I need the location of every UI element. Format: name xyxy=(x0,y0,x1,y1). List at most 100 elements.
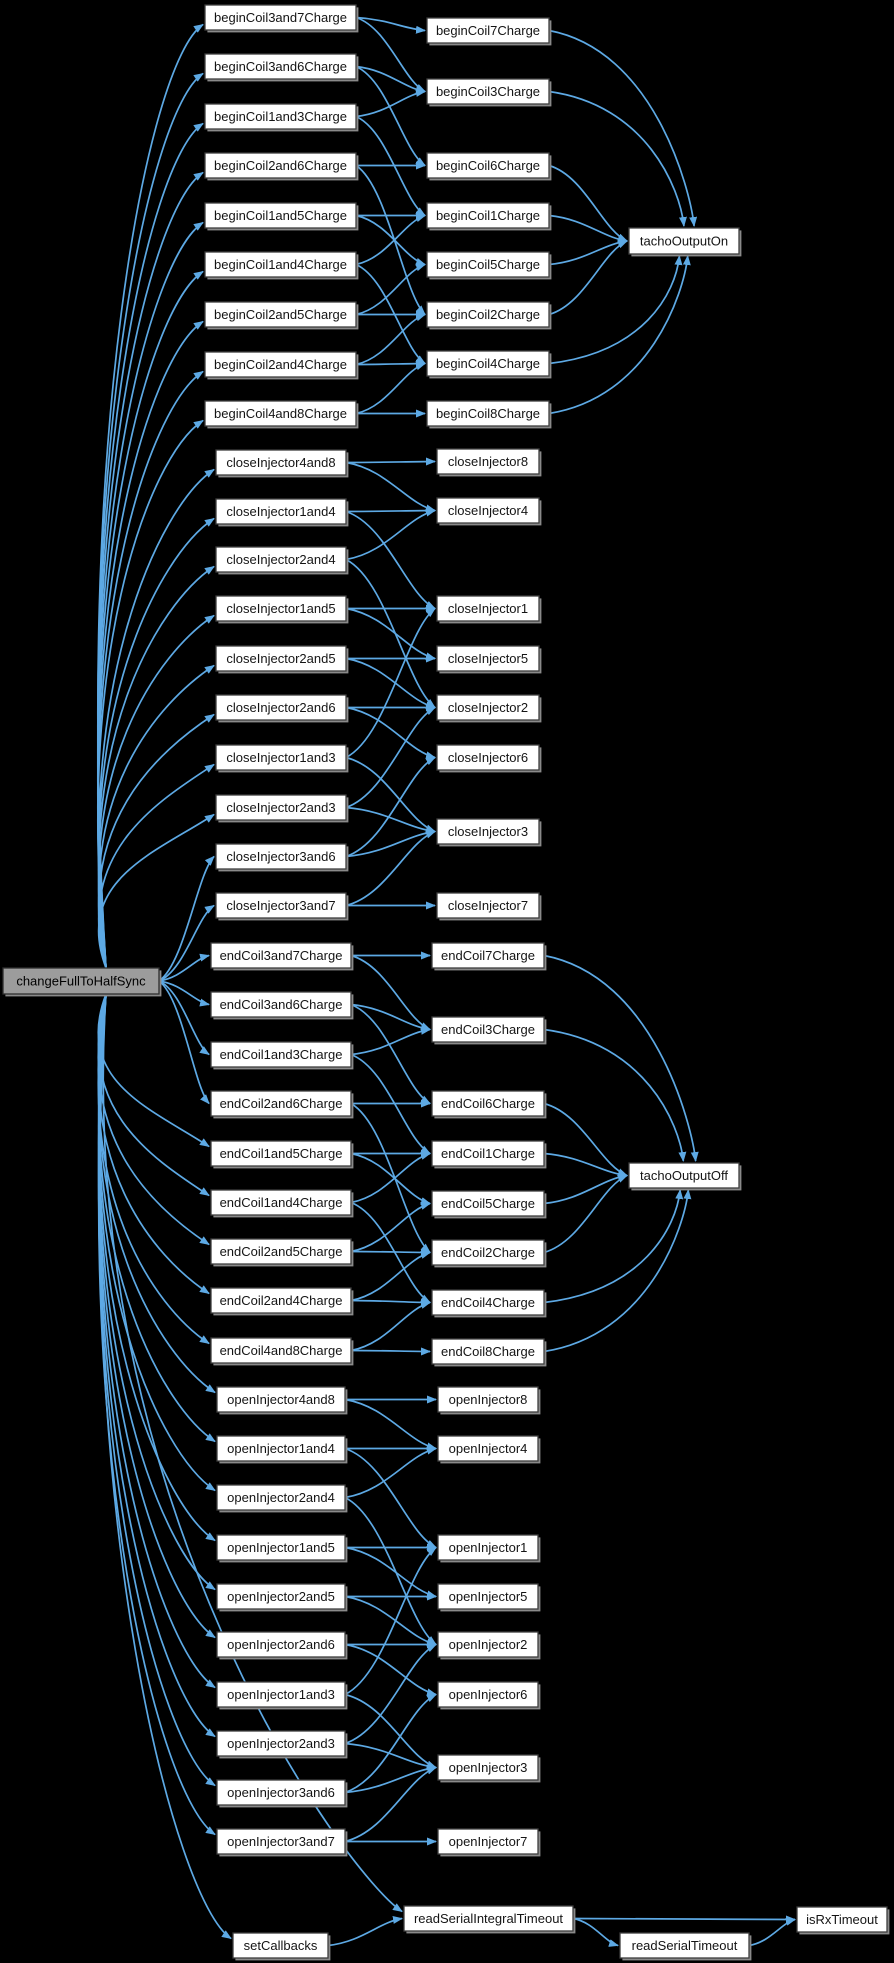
call-edge-endCoil5Charge-to-tachoOutputOff xyxy=(543,1172,628,1205)
call-edge-openInjector1and5-to-openInjector5 xyxy=(344,1546,437,1599)
node-closeInjector2and4[interactable]: closeInjector2and4 xyxy=(215,546,349,575)
node-beginCoil4Charge[interactable]: beginCoil4Charge xyxy=(426,350,552,379)
node-endCoil2and6Charge[interactable]: endCoil2and6Charge xyxy=(210,1090,354,1119)
node-closeInjector6[interactable]: closeInjector6 xyxy=(436,744,542,773)
node-openInjector2and5[interactable]: openInjector2and5 xyxy=(216,1583,348,1612)
call-edge-closeInjector2and3-to-closeInjector3 xyxy=(345,806,436,835)
node-openInjector1and4[interactable]: openInjector1and4 xyxy=(216,1435,348,1464)
call-edge-changeFullToHalfSync-to-closeInjector2and3 xyxy=(98,813,215,969)
node-tachoOutputOff[interactable]: tachoOutputOff xyxy=(628,1162,742,1191)
node-beginCoil4and8Charge[interactable]: beginCoil4and8Charge xyxy=(204,400,359,429)
node-closeInjector3[interactable]: closeInjector3 xyxy=(436,818,542,847)
node-changeFullToHalfSync[interactable]: changeFullToHalfSync xyxy=(2,967,162,997)
node-openInjector4[interactable]: openInjector4 xyxy=(437,1435,541,1464)
node-closeInjector8[interactable]: closeInjector8 xyxy=(436,448,542,477)
node-endCoil2and5Charge[interactable]: endCoil2and5Charge xyxy=(210,1238,354,1267)
node-beginCoil1Charge[interactable]: beginCoil1Charge xyxy=(426,202,552,231)
node-box xyxy=(204,251,357,278)
node-beginCoil2Charge[interactable]: beginCoil2Charge xyxy=(426,301,552,330)
node-openInjector7[interactable]: openInjector7 xyxy=(437,1828,541,1857)
node-box xyxy=(436,694,540,721)
node-closeInjector4[interactable]: closeInjector4 xyxy=(436,497,542,526)
node-beginCoil8Charge[interactable]: beginCoil8Charge xyxy=(426,400,552,429)
node-readSerialTimeout[interactable]: readSerialTimeout xyxy=(619,1932,752,1961)
node-openInjector2and6[interactable]: openInjector2and6 xyxy=(216,1631,348,1660)
node-endCoil1and4Charge[interactable]: endCoil1and4Charge xyxy=(210,1189,354,1218)
node-endCoil3and6Charge[interactable]: endCoil3and6Charge xyxy=(210,991,354,1020)
node-beginCoil2and4Charge[interactable]: beginCoil2and4Charge xyxy=(204,351,359,380)
node-endCoil1and3Charge[interactable]: endCoil1and3Charge xyxy=(210,1041,354,1070)
node-endCoil6Charge[interactable]: endCoil6Charge xyxy=(431,1090,547,1119)
node-openInjector2and4[interactable]: openInjector2and4 xyxy=(216,1484,348,1513)
node-box xyxy=(431,1239,545,1266)
node-beginCoil3Charge[interactable]: beginCoil3Charge xyxy=(426,78,552,107)
node-endCoil4Charge[interactable]: endCoil4Charge xyxy=(431,1289,547,1318)
node-closeInjector3and7[interactable]: closeInjector3and7 xyxy=(215,892,349,921)
node-box xyxy=(431,1140,545,1167)
node-beginCoil7Charge[interactable]: beginCoil7Charge xyxy=(426,17,552,46)
node-closeInjector1and5[interactable]: closeInjector1and5 xyxy=(215,595,349,624)
call-edge-changeFullToHalfSync-to-endCoil3and6Charge xyxy=(158,980,210,1007)
node-endCoil2Charge[interactable]: endCoil2Charge xyxy=(431,1239,547,1268)
node-closeInjector1and4[interactable]: closeInjector1and4 xyxy=(215,498,349,527)
node-box xyxy=(215,449,347,476)
node-closeInjector3and6[interactable]: closeInjector3and6 xyxy=(215,843,349,872)
node-endCoil3and7Charge[interactable]: endCoil3and7Charge xyxy=(210,942,354,971)
node-beginCoil2and5Charge[interactable]: beginCoil2and5Charge xyxy=(204,301,359,330)
call-edge-changeFullToHalfSync-to-closeInjector2and5 xyxy=(97,664,215,969)
node-openInjector1and3[interactable]: openInjector1and3 xyxy=(216,1681,348,1710)
node-beginCoil6Charge[interactable]: beginCoil6Charge xyxy=(426,152,552,181)
node-closeInjector2and3[interactable]: closeInjector2and3 xyxy=(215,794,349,823)
node-beginCoil1and4Charge[interactable]: beginCoil1and4Charge xyxy=(204,251,359,280)
call-edge-beginCoil4and8Charge-to-beginCoil4Charge xyxy=(355,362,426,415)
node-beginCoil1and5Charge[interactable]: beginCoil1and5Charge xyxy=(204,202,359,231)
node-closeInjector2and6[interactable]: closeInjector2and6 xyxy=(215,694,349,723)
node-closeInjector5[interactable]: closeInjector5 xyxy=(436,645,542,674)
node-openInjector2[interactable]: openInjector2 xyxy=(437,1631,541,1660)
call-edge-changeFullToHalfSync-to-closeInjector3and7 xyxy=(158,904,215,982)
node-openInjector5[interactable]: openInjector5 xyxy=(437,1583,541,1612)
node-endCoil4and8Charge[interactable]: endCoil4and8Charge xyxy=(210,1337,354,1366)
node-openInjector8[interactable]: openInjector8 xyxy=(437,1386,541,1415)
node-closeInjector2[interactable]: closeInjector2 xyxy=(436,694,542,723)
node-openInjector6[interactable]: openInjector6 xyxy=(437,1681,541,1710)
node-readSerialIntegralTimeout[interactable]: readSerialIntegralTimeout xyxy=(403,1905,576,1934)
node-beginCoil3and7Charge[interactable]: beginCoil3and7Charge xyxy=(204,4,359,33)
node-openInjector3and6[interactable]: openInjector3and6 xyxy=(216,1779,348,1808)
node-endCoil5Charge[interactable]: endCoil5Charge xyxy=(431,1190,547,1219)
call-edge-changeFullToHalfSync-to-closeInjector1and3 xyxy=(97,763,215,969)
call-edge-closeInjector3and6-to-closeInjector3 xyxy=(345,828,436,858)
node-endCoil3Charge[interactable]: endCoil3Charge xyxy=(431,1016,547,1045)
node-box xyxy=(215,843,347,870)
node-box xyxy=(204,152,357,179)
node-endCoil2and4Charge[interactable]: endCoil2and4Charge xyxy=(210,1287,354,1316)
node-closeInjector4and8[interactable]: closeInjector4and8 xyxy=(215,449,349,478)
node-beginCoil5Charge[interactable]: beginCoil5Charge xyxy=(426,251,552,280)
node-endCoil1and5Charge[interactable]: endCoil1and5Charge xyxy=(210,1140,354,1169)
node-closeInjector2and5[interactable]: closeInjector2and5 xyxy=(215,645,349,674)
node-openInjector2and3[interactable]: openInjector2and3 xyxy=(216,1730,348,1759)
node-isRxTimeout[interactable]: isRxTimeout xyxy=(796,1906,890,1935)
node-openInjector1and5[interactable]: openInjector1and5 xyxy=(216,1534,348,1563)
node-closeInjector1[interactable]: closeInjector1 xyxy=(436,595,542,624)
node-box xyxy=(436,744,540,771)
call-edge-closeInjector1and4-to-closeInjector1 xyxy=(345,510,436,610)
node-box xyxy=(210,1238,352,1265)
node-closeInjector1and3[interactable]: closeInjector1and3 xyxy=(215,744,349,773)
node-openInjector1[interactable]: openInjector1 xyxy=(437,1534,541,1563)
node-beginCoil1and3Charge[interactable]: beginCoil1and3Charge xyxy=(204,103,359,132)
call-edge-endCoil3and7Charge-to-endCoil3Charge xyxy=(350,954,431,1031)
node-tachoOutputOn[interactable]: tachoOutputOn xyxy=(628,227,742,257)
node-closeInjector7[interactable]: closeInjector7 xyxy=(436,892,542,921)
node-endCoil7Charge[interactable]: endCoil7Charge xyxy=(431,942,547,971)
node-openInjector3and7[interactable]: openInjector3and7 xyxy=(216,1828,348,1857)
node-beginCoil2and6Charge[interactable]: beginCoil2and6Charge xyxy=(204,152,359,181)
node-endCoil8Charge[interactable]: endCoil8Charge xyxy=(431,1338,547,1367)
call-edge-endCoil3Charge-to-tachoOutputOff xyxy=(543,1028,687,1162)
node-box xyxy=(210,1189,352,1216)
node-openInjector3[interactable]: openInjector3 xyxy=(437,1754,541,1783)
node-beginCoil3and6Charge[interactable]: beginCoil3and6Charge xyxy=(204,53,359,82)
node-openInjector4and8[interactable]: openInjector4and8 xyxy=(216,1386,348,1415)
node-setCallbacks[interactable]: setCallbacks xyxy=(232,1932,331,1961)
node-endCoil1Charge[interactable]: endCoil1Charge xyxy=(431,1140,547,1169)
